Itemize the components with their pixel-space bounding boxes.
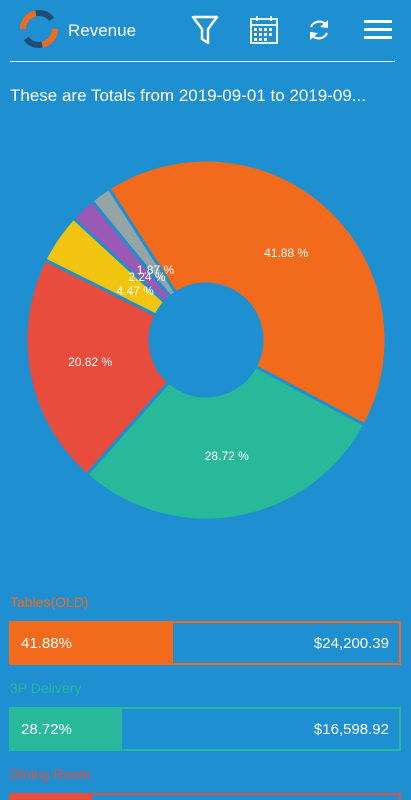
date-range-subtitle: These are Totals from 2019-09-01 to 2019…: [10, 86, 366, 105]
slice-tables-old[interactable]: [106, 158, 388, 427]
app-title: Revenue: [68, 21, 137, 40]
app-bar: Revenue: [0, 0, 411, 62]
app-bar-divider: [10, 61, 395, 62]
category-amount: $24,200.39: [313, 635, 389, 652]
filter-icon[interactable]: [190, 14, 220, 46]
slice-3p-delivery[interactable]: [84, 364, 367, 522]
slice-percent-label: 2.24 %: [128, 270, 166, 285]
refresh-icon[interactable]: [304, 14, 334, 46]
category-percent: 41.88%: [21, 635, 72, 652]
category-bar-tables-old[interactable]: 41.88% $24,200.39: [9, 621, 401, 665]
category-bar-3p-delivery[interactable]: 28.72% $16,598.92: [9, 707, 401, 751]
slice-percent-label: 1.87 %: [136, 263, 175, 278]
slice-dining-room[interactable]: [24, 257, 171, 477]
category-label-3p-delivery: 3P Delivery: [10, 680, 82, 696]
category-amount: $16,598.92: [313, 721, 389, 738]
category-bar-fill: [11, 709, 123, 749]
category-percent: 28.72%: [21, 721, 72, 738]
slice-percent-label: 4.47 %: [116, 284, 154, 299]
category-bar-dining-room[interactable]: [9, 793, 401, 800]
menu-icon[interactable]: [363, 14, 393, 46]
slice-percent-label: 41.88 %: [264, 246, 309, 261]
slice-percent-label: 28.72 %: [204, 449, 249, 464]
category-label-tables-old: Tables(OLD): [10, 594, 89, 610]
slice-percent-label: 20.82 %: [68, 355, 113, 370]
revenue-pie-chart[interactable]: 41.88 % 28.72 % 20.82 % 4.47 % 2.24 % 1.87 %: [0, 150, 411, 550]
app-logo-icon: [20, 10, 58, 48]
slice-gray[interactable]: [89, 186, 178, 299]
category-bar-fill: [11, 623, 174, 663]
category-bar-fill: [11, 795, 92, 800]
category-label-dining-room: Dining Room: [10, 766, 91, 782]
calendar-icon[interactable]: [249, 14, 279, 46]
